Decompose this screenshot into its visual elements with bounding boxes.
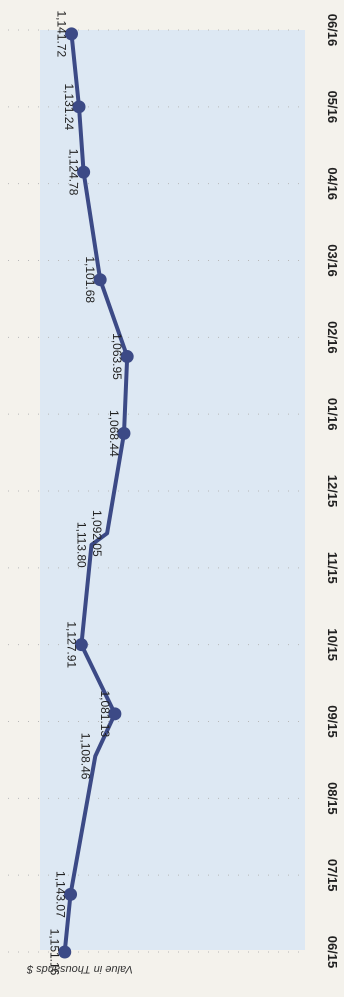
x-tick-label: 12/15 [325,475,340,508]
x-tick-label: 08/15 [325,782,340,815]
data-point-marker [65,27,79,41]
x-tick-label: 10/15 [325,628,340,661]
data-label: 1,127.91 [64,621,78,668]
y-axis-label: Value in Thousands $ [26,963,133,975]
x-tick-label: 02/16 [325,321,340,354]
data-label: 1,081.13 [98,690,112,737]
data-label: 1,101.68 [83,256,97,303]
x-tick-label: 05/16 [325,91,340,124]
markers-group [58,27,134,959]
data-label: 1,151.16 [48,929,62,976]
tick-labels-group: 06/15 07/15 08/15 09/15 10/15 11/15 12/15 01/16… [325,14,340,969]
data-point-marker [93,273,107,287]
data-point-marker [108,707,122,721]
data-label: 1,108.46 [78,733,92,780]
x-tick-label: 11/15 [325,552,340,584]
data-point-marker [117,426,131,440]
data-labels-group: 1,151.16 1,143.07 1,108.46 1,081.13 1,127.91… [48,10,124,976]
data-label: 1,143.07 [54,871,68,918]
x-tick-label: 03/16 [325,244,340,277]
x-tick-label: 01/16 [325,398,340,431]
x-tick-label: 06/15 [325,936,340,969]
x-tick-label: 04/16 [325,167,340,200]
data-point-marker [74,638,88,652]
data-label: 1,131.24 [62,83,76,130]
data-label: 1,063.95 [110,333,124,380]
x-tick-label: 07/15 [325,859,340,892]
data-point-marker [77,165,91,179]
data-point-marker [120,350,134,364]
data-label: 1,124.78 [67,149,81,196]
data-label: 1,068.44 [107,410,121,457]
data-point-marker [58,945,72,959]
x-tick-label: 06/16 [325,14,340,47]
data-label: 1,092.05 [90,510,104,557]
data-label: 1,113.80 [75,522,89,568]
data-point-marker [64,887,78,901]
data-point-marker [72,100,86,114]
data-label: 1,141.72 [55,10,69,57]
x-tick-label: 09/15 [325,705,340,738]
